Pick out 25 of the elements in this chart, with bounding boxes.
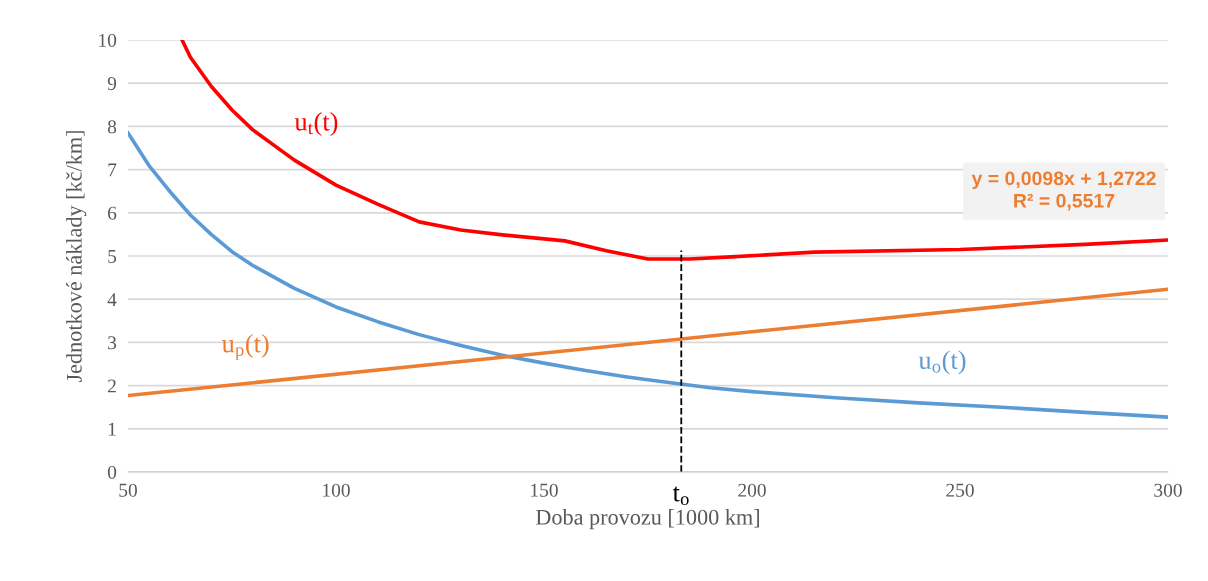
y-tick-label: 5: [108, 250, 117, 263]
x-tick-label: 50: [119, 483, 137, 497]
x-tick-label: 100: [323, 483, 350, 497]
x-tick-label: 200: [738, 483, 766, 497]
y-tick-label: 3: [108, 336, 117, 350]
y-tick-label: 2: [108, 379, 116, 393]
y-axis-title: Jednotkové náklady [kč/km]: [66, 131, 87, 383]
annotation: y = 0,0098x + 1,2722 R² = 0,5517: [971, 171, 1156, 211]
x-tick-label: 250: [946, 483, 974, 497]
y-tick-label: 0: [107, 465, 117, 479]
series-label: u$_{o}$(t): [918, 350, 966, 375]
x-tick-label: 150: [531, 483, 558, 497]
y-tick-label: 4: [107, 293, 117, 306]
y-tick-label: 7: [108, 163, 117, 177]
line-series: [180, 40, 1168, 261]
y-tick-label: 1: [108, 422, 116, 436]
y-tick-label: 9: [107, 77, 117, 91]
ref-line-label: t$_{o}$: [672, 486, 689, 506]
x-tick-label: 300: [1154, 483, 1182, 497]
y-tick-label: 6: [108, 206, 117, 220]
y-tick-label: 8: [107, 120, 117, 134]
y-tick-label: 10: [99, 33, 117, 47]
series-label: u$_{t}$(t): [294, 112, 338, 136]
series-label: u$_{p}$(t): [221, 333, 269, 360]
x-axis-title: Doba provozu [1000 km]: [536, 509, 759, 530]
